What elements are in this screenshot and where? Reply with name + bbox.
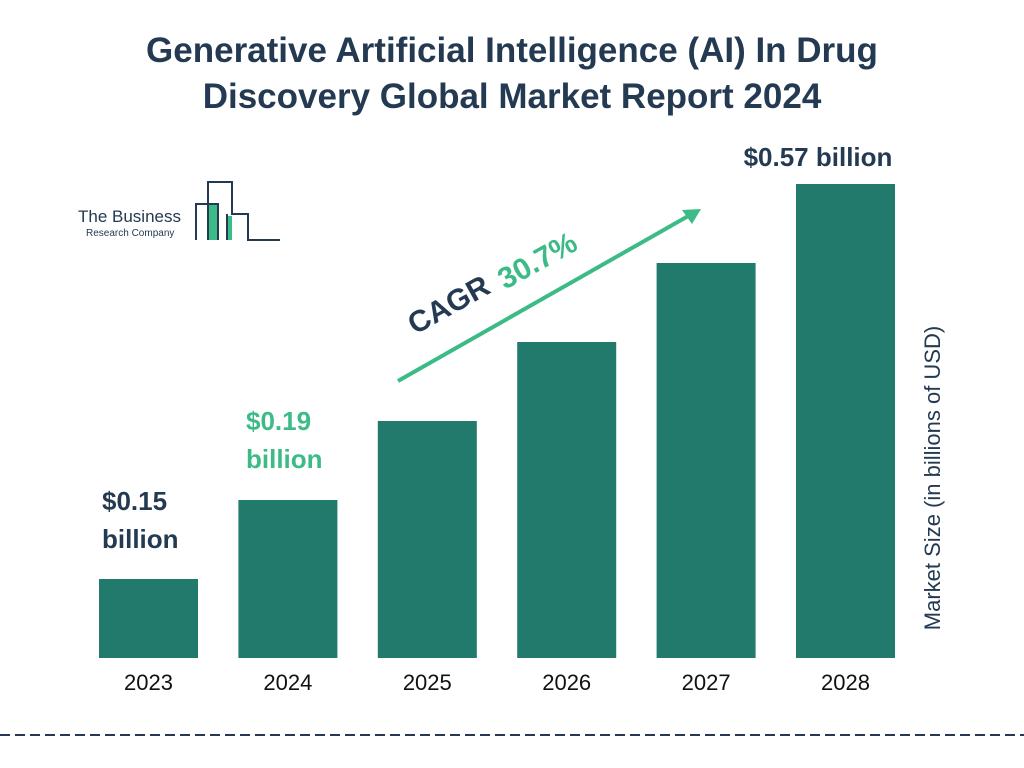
cagr-arrow-head bbox=[682, 209, 701, 224]
bar-2024 bbox=[238, 500, 338, 658]
logo-line-1: The Business bbox=[78, 207, 181, 226]
data-label-2023-line1: $0.15 bbox=[102, 486, 167, 516]
logo-line-2: Research Company bbox=[86, 228, 174, 239]
x-tick-2024: 2024 bbox=[263, 670, 312, 695]
data-label-2024-line1: $0.19 bbox=[246, 406, 311, 436]
logo-outline bbox=[195, 181, 280, 241]
data-label-2023-line2: billion bbox=[102, 524, 179, 554]
data-label-2024-line2: billion bbox=[246, 444, 323, 474]
cagr-arrow-line bbox=[397, 213, 691, 383]
bar-2026 bbox=[517, 342, 617, 658]
logo-bar bbox=[227, 216, 232, 240]
data-label-2028: $0.57 billion bbox=[744, 142, 893, 172]
x-tick-2027: 2027 bbox=[682, 670, 731, 695]
logo: The Business Research Company bbox=[78, 181, 280, 241]
x-tick-2025: 2025 bbox=[403, 670, 452, 695]
bar-2028 bbox=[796, 184, 895, 658]
chart-title: Generative Artificial Intelligence (AI) … bbox=[0, 28, 1024, 120]
bar-2025 bbox=[377, 421, 477, 658]
x-tick-2028: 2028 bbox=[821, 670, 870, 695]
y-axis-label: Market Size (in billions of USD) bbox=[920, 326, 945, 630]
x-tick-2026: 2026 bbox=[542, 670, 591, 695]
cagr-label: CAGR bbox=[402, 269, 496, 341]
bar-2027 bbox=[656, 263, 756, 658]
logo-bar bbox=[208, 204, 217, 240]
title-line-1: Generative Artificial Intelligence (AI) … bbox=[146, 31, 878, 70]
title-line-2: Discovery Global Market Report 2024 bbox=[202, 77, 822, 116]
x-tick-2023: 2023 bbox=[124, 670, 173, 695]
bar-2023 bbox=[99, 579, 198, 658]
